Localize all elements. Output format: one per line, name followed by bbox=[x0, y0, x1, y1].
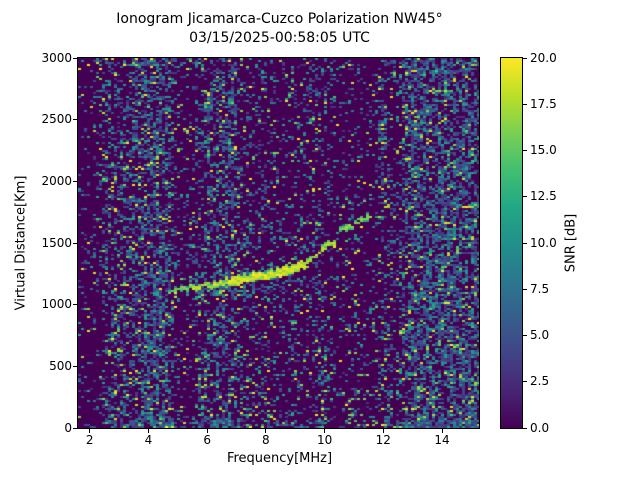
y-tick-label: 3000 bbox=[41, 50, 72, 65]
colorbar-tick-mark bbox=[523, 150, 527, 151]
y-tick-mark bbox=[73, 304, 77, 306]
y-tick-label: 0 bbox=[64, 420, 72, 435]
colorbar-tick-label: 20.0 bbox=[530, 50, 557, 65]
y-tick-label: 500 bbox=[49, 358, 72, 373]
colorbar-label: SNR [dB] bbox=[563, 213, 579, 273]
chart-title: Ionogram Jicamarca-Cuzco Polarization NW… bbox=[78, 10, 481, 48]
colorbar-tick-label: 10.0 bbox=[530, 235, 557, 250]
colorbar-tick-mark bbox=[523, 103, 527, 105]
y-tick-label: 1000 bbox=[41, 297, 72, 312]
x-tick-mark bbox=[324, 429, 326, 433]
colorbar-tick-mark bbox=[523, 57, 527, 59]
x-tick-mark bbox=[441, 429, 443, 433]
x-tick-mark bbox=[206, 429, 208, 433]
y-axis-label: Virtual Distance[Km] bbox=[13, 175, 29, 311]
x-tick-mark bbox=[89, 429, 91, 433]
plot-border bbox=[77, 57, 480, 429]
x-tick-label: 12 bbox=[375, 433, 391, 447]
x-tick-label: 14 bbox=[434, 433, 450, 447]
x-tick-label: 4 bbox=[144, 433, 153, 447]
colorbar-tick-mark bbox=[523, 196, 527, 198]
y-tick-mark bbox=[73, 119, 77, 121]
y-tick-label: 1500 bbox=[41, 235, 72, 250]
x-tick-label: 10 bbox=[316, 433, 333, 447]
colorbar-gradient bbox=[501, 58, 522, 428]
colorbar-border bbox=[500, 57, 523, 429]
y-tick-mark bbox=[73, 57, 77, 59]
colorbar-tick-label: 0.0 bbox=[530, 420, 550, 435]
colorbar-tick-mark bbox=[523, 427, 527, 429]
y-tick-mark bbox=[73, 365, 77, 367]
x-tick-label: 8 bbox=[262, 433, 270, 447]
x-tick-label: 2 bbox=[85, 433, 94, 447]
y-tick-mark bbox=[73, 427, 77, 429]
ionogram-heatmap bbox=[78, 58, 479, 428]
colorbar-tick-mark bbox=[523, 242, 527, 244]
y-tick-label: 2500 bbox=[41, 112, 72, 127]
chart-title-line2: 03/15/2025-00:58:05 UTC bbox=[189, 30, 370, 46]
x-tick-mark bbox=[382, 429, 384, 433]
y-tick-mark bbox=[73, 242, 77, 244]
colorbar-tick-mark bbox=[523, 288, 527, 290]
y-tick-mark bbox=[73, 180, 77, 182]
x-tick-label: 6 bbox=[203, 433, 211, 447]
chart-title-line1: Ionogram Jicamarca-Cuzco Polarization NW… bbox=[116, 11, 443, 27]
colorbar-tick-mark bbox=[523, 335, 527, 336]
colorbar-tick-label: 15.0 bbox=[530, 143, 557, 157]
x-axis-label: Frequency[MHz] bbox=[226, 451, 333, 466]
colorbar-tick-mark bbox=[523, 381, 527, 383]
colorbar-tick-label: 12.5 bbox=[530, 189, 557, 204]
colorbar-tick-label: 17.5 bbox=[530, 96, 557, 111]
colorbar-tick-label: 7.5 bbox=[530, 281, 550, 296]
y-tick-label: 2000 bbox=[41, 173, 72, 188]
colorbar-tick-label: 2.5 bbox=[530, 374, 550, 389]
x-tick-mark bbox=[147, 429, 149, 433]
colorbar-tick-label: 5.0 bbox=[530, 328, 550, 342]
x-tick-mark bbox=[265, 429, 267, 433]
